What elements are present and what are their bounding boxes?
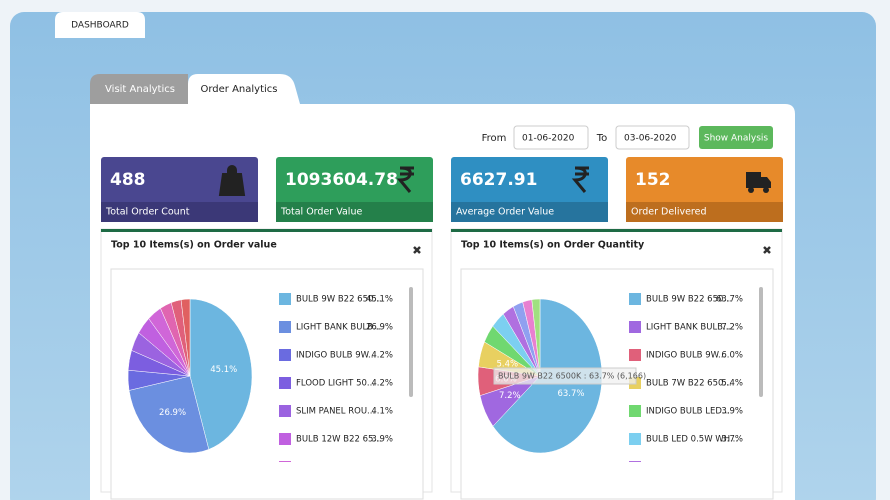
legend-name: INDIGO BULB 9W... [646,351,726,361]
visit-tab-label[interactable]: Visit Analytics [105,84,175,95]
dashboard-tab[interactable] [55,12,145,38]
rupee-icon [571,166,589,193]
slice-label: 63.7% [557,389,584,399]
legend-name: FLOOD LIGHT 50... [296,379,375,389]
slice-label: 5.4% [497,359,519,369]
show-analysis-label[interactable]: Show Analysis [704,134,769,144]
legend-name: BULB LED 0.5W WH... [646,435,738,445]
legend-swatch [279,461,291,462]
legend-swatch [629,293,641,305]
to-value[interactable]: 03-06-2020 [624,134,677,144]
legend-percent: 6.0% [721,351,743,361]
legend-percent: 4.2% [371,379,393,389]
from-label: From [482,133,507,144]
panel-title: Top 10 Items(s) on Order Quantity [461,240,645,251]
stat-strip [451,202,608,222]
legend-name: LIGHT BANK BULB... [296,323,381,333]
visit-tab[interactable] [90,74,188,104]
expand-icon [413,246,421,254]
legend-percent: 26.9% [366,323,393,333]
bag-icon [218,165,246,196]
order-tab[interactable] [188,74,300,104]
stat-value: 488 [110,170,146,190]
legend-name: BULB 9W B22 650... [646,295,732,305]
legend-name: LIGHT BANK BULB... [646,323,731,333]
legend-name: SLIM PANEL ROU... [296,407,375,417]
legend-name: INDIGO BULB 9W... [296,351,376,361]
stat-label: Order Delivered [631,207,707,218]
legend-swatch [629,349,641,361]
tooltip-text: BULB 9W B22 6500K : 63.7% (6,166) [498,372,646,381]
legend-swatch [279,321,291,333]
expand-icon [763,246,771,254]
legend-name: INDIGO BULB LED... [646,407,730,417]
legend-swatch [629,405,641,417]
pie-slice [531,298,541,377]
legend-scrollbar [409,287,413,397]
stat-label: Average Order Value [456,207,554,218]
stat-value: 1093604.78 [285,170,398,190]
pie-slice [180,298,191,377]
slice-label: 7.2% [499,391,521,401]
tooltip [493,367,637,385]
panel-top-border [101,229,432,232]
to-input[interactable] [615,125,690,150]
stat-label: Total Order Count [105,207,190,218]
chart-clip: 45.1%26.9%BULB 9W B22 650...45.1%LIGHT B… [127,287,413,462]
legend-percent: 5.4% [721,379,743,389]
truck-icon [746,172,771,188]
legend-swatch [279,349,291,361]
stat-strip [626,202,783,222]
stat-strip [101,202,258,222]
slice-label: 26.9% [159,408,186,418]
legend-percent: 4.2% [371,351,393,361]
legend-swatch [279,405,291,417]
legend-swatch [279,433,291,445]
pie-slice [128,375,210,454]
stat-strip [276,202,433,222]
legend-name: BULB 7W B22 650... [646,379,732,389]
show-analysis-button[interactable] [699,126,773,149]
dashboard-tab-label[interactable]: DASHBOARD [71,21,129,31]
legend-percent: 3.7% [721,435,743,445]
legend-name: BULB 9W B22 650... [296,295,382,305]
pie-slice [189,298,253,450]
legend-swatch [629,321,641,333]
legend-swatch [629,461,641,462]
wheel [763,187,769,193]
rupee-icon [396,166,414,193]
legend-swatch [279,377,291,389]
legend-scrollbar [759,287,763,397]
legend-percent: 4.1% [371,407,393,417]
panel-title: Top 10 Items(s) on Order value [111,240,277,251]
legend-percent: 45.1% [366,295,393,305]
from-value[interactable]: 01-06-2020 [522,134,575,144]
slice-label: 45.1% [210,365,237,375]
legend-percent: 63.7% [716,295,743,305]
wheel [748,187,754,193]
legend-percent: 3.9% [721,407,743,417]
panel-top-border [451,229,782,232]
order-tab-label[interactable]: Order Analytics [200,84,277,95]
legend-name: BULB 12W B22 65... [296,435,382,445]
to-label: To [596,133,608,144]
legend-percent: 3.9% [371,435,393,445]
from-input[interactable] [513,125,589,150]
stat-label: Total Order Value [280,207,362,218]
stat-value: 152 [635,170,671,190]
legend-percent: 7.2% [721,323,743,333]
legend-swatch [629,433,641,445]
legend-swatch [279,293,291,305]
stat-value: 6627.91 [460,170,537,190]
